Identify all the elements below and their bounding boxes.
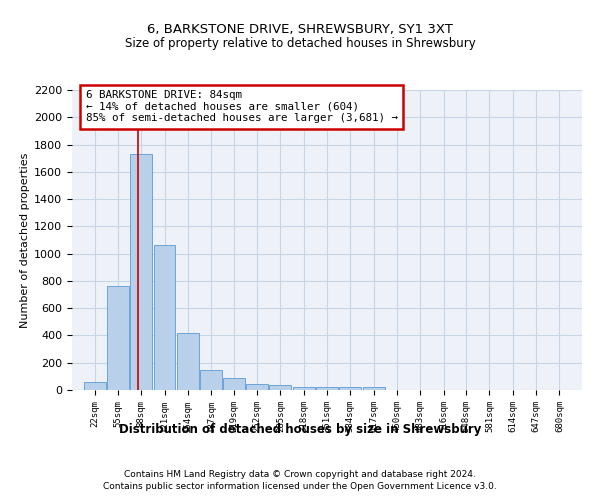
Text: 6, BARKSTONE DRIVE, SHREWSBURY, SY1 3XT: 6, BARKSTONE DRIVE, SHREWSBURY, SY1 3XT: [147, 22, 453, 36]
Text: Contains HM Land Registry data © Crown copyright and database right 2024.: Contains HM Land Registry data © Crown c…: [124, 470, 476, 479]
Text: 6 BARKSTONE DRIVE: 84sqm
← 14% of detached houses are smaller (604)
85% of semi-: 6 BARKSTONE DRIVE: 84sqm ← 14% of detach…: [86, 90, 398, 123]
Bar: [107, 286, 129, 390]
Text: Contains public sector information licensed under the Open Government Licence v3: Contains public sector information licen…: [103, 482, 497, 491]
Y-axis label: Number of detached properties: Number of detached properties: [20, 152, 30, 328]
Bar: [83, 382, 106, 390]
Bar: [200, 370, 222, 390]
Bar: [246, 384, 268, 390]
Text: Size of property relative to detached houses in Shrewsbury: Size of property relative to detached ho…: [125, 38, 475, 51]
Bar: [340, 388, 361, 390]
Bar: [269, 385, 292, 390]
Bar: [177, 332, 199, 390]
Bar: [316, 386, 338, 390]
Text: Distribution of detached houses by size in Shrewsbury: Distribution of detached houses by size …: [119, 422, 481, 436]
Bar: [154, 246, 175, 390]
Bar: [130, 154, 152, 390]
Bar: [223, 378, 245, 390]
Bar: [362, 388, 385, 390]
Bar: [293, 386, 314, 390]
